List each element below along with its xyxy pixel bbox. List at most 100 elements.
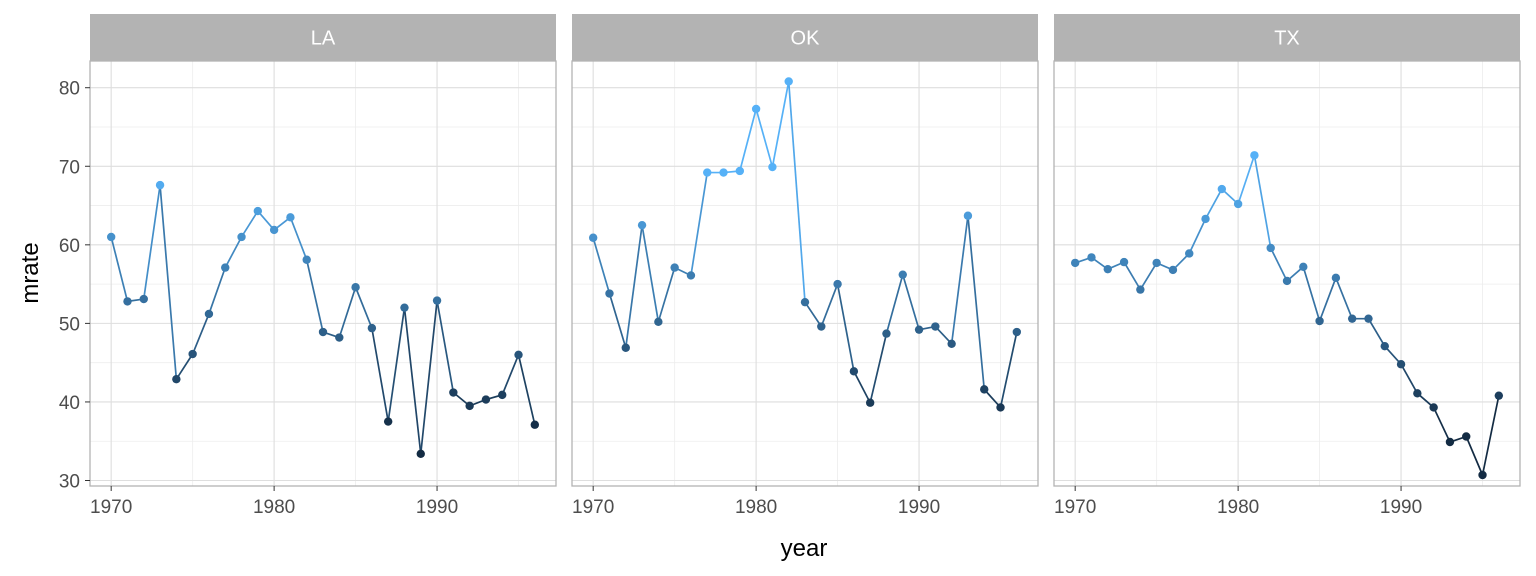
series-segment [608, 293, 627, 348]
data-point [1152, 258, 1161, 268]
plot-background [1054, 61, 1520, 486]
series-segment [305, 259, 324, 333]
data-point [204, 309, 214, 319]
y-tick-label: 30 [59, 472, 80, 493]
series-segment [1335, 277, 1353, 319]
series-segment [950, 215, 969, 344]
series-segment [208, 267, 227, 315]
series-segment [1432, 407, 1451, 443]
data-point [670, 263, 679, 272]
data-point [637, 220, 647, 230]
data-point [221, 263, 230, 272]
data-point [269, 225, 279, 235]
data-point [1299, 262, 1308, 272]
series-segment [1318, 277, 1337, 322]
data-point [1185, 249, 1194, 258]
data-point [865, 398, 875, 407]
series-segment [1302, 266, 1321, 322]
series-segment [436, 300, 455, 393]
data-point [996, 403, 1005, 412]
data-point [253, 206, 263, 216]
data-point [621, 343, 630, 352]
data-point [654, 317, 663, 327]
data-point [1217, 184, 1227, 194]
data-point [123, 297, 132, 306]
series-segment [885, 274, 904, 334]
data-point [882, 329, 891, 338]
data-point [588, 233, 598, 242]
facet-strip [90, 14, 556, 61]
series-segment [1237, 155, 1256, 205]
data-point [1087, 253, 1096, 262]
x-axis-title: year [781, 535, 828, 562]
data-point [416, 449, 425, 458]
facet-strip-label: TX [1274, 28, 1300, 50]
series-segment [1188, 218, 1207, 254]
data-point [1380, 341, 1389, 351]
series-segment [967, 215, 986, 390]
series-segment [1465, 436, 1484, 476]
series-segment [159, 185, 178, 380]
series-segment [387, 307, 406, 422]
y-axis-title: mrate [17, 242, 44, 303]
series-segment [641, 225, 660, 322]
data-point [1282, 276, 1292, 286]
data-point [980, 385, 989, 394]
data-point [400, 303, 409, 312]
data-point [784, 77, 793, 86]
facet-panel-ok: OK 1970 1980 1990 [571, 14, 1039, 518]
data-point [1012, 327, 1022, 337]
data-point [1070, 258, 1080, 268]
series-segment [999, 331, 1018, 408]
data-point [1233, 199, 1243, 209]
series-segment [403, 307, 422, 454]
facet-panel-la: LA 1970 1980 1990 [89, 14, 557, 518]
plot-background [90, 61, 556, 486]
data-point [1494, 391, 1504, 400]
series-segment [142, 185, 161, 300]
data-point [1119, 257, 1129, 267]
series-segment [836, 283, 855, 372]
series-segment [1481, 395, 1500, 476]
data-point [703, 168, 712, 177]
facet-strip [1054, 14, 1520, 61]
data-point [1462, 432, 1471, 441]
series-segment [191, 313, 210, 355]
series-segment [739, 108, 757, 172]
x-tick-label: 1990 [898, 497, 940, 518]
data-point [1250, 151, 1259, 160]
data-point [849, 367, 859, 376]
series-segment [592, 237, 611, 294]
facet-strip-label: OK [791, 28, 821, 50]
data-point [963, 211, 973, 220]
y-tick-label: 60 [59, 236, 80, 257]
series-segment [240, 210, 259, 238]
y-tick-label: 80 [59, 79, 80, 100]
x-tick-label: 1990 [416, 497, 458, 518]
data-point [367, 323, 377, 333]
data-point [1413, 389, 1422, 398]
x-tick-label: 1970 [1054, 497, 1096, 518]
data-point [914, 325, 924, 334]
series-segment [1139, 262, 1158, 291]
series-segment [787, 81, 806, 303]
series-segment [869, 333, 888, 403]
x-tick-label: 1970 [572, 497, 614, 518]
series-segment [1123, 261, 1142, 291]
data-point [465, 401, 474, 411]
data-point [286, 213, 295, 222]
data-point [481, 395, 491, 404]
series-segment [224, 236, 243, 269]
data-point [1315, 316, 1324, 326]
x-tick-label: 1980 [1217, 497, 1259, 518]
data-point [1201, 214, 1210, 224]
x-tick-label: 1990 [1380, 497, 1422, 518]
data-point [686, 271, 696, 280]
data-point [498, 390, 507, 400]
series-segment [624, 225, 643, 348]
data-point [318, 327, 328, 337]
panel-border [571, 60, 1039, 487]
series-segment [175, 353, 194, 380]
data-point [106, 232, 116, 242]
